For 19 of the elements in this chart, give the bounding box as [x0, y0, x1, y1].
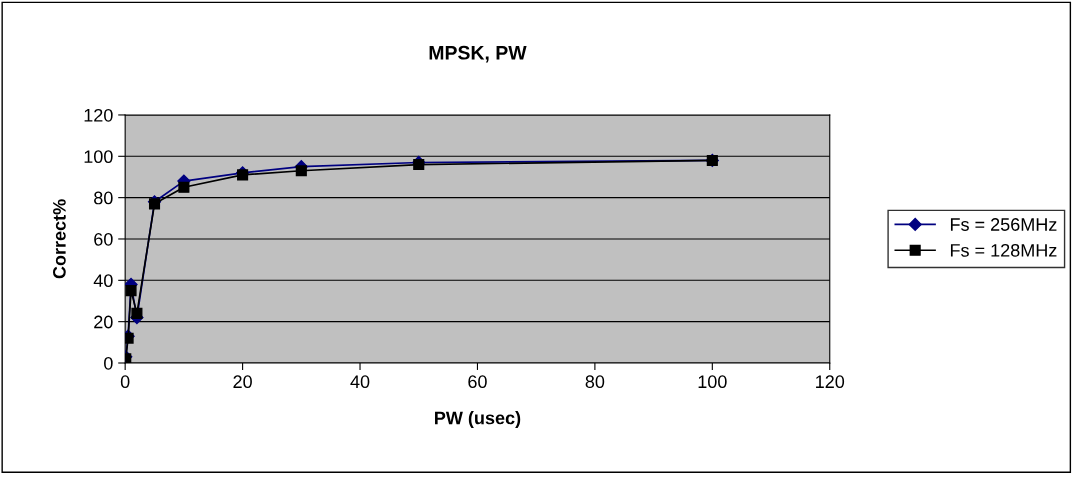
legend-label: Fs = 128MHz — [950, 243, 1057, 257]
y-tick-label: 60 — [94, 232, 113, 246]
y-tick-label: 40 — [93, 274, 113, 288]
x-tick-label: 40 — [350, 375, 370, 389]
x-tick-label: 80 — [585, 375, 605, 389]
y-axis-title: Correct% — [52, 199, 66, 279]
y-tick-label: 100 — [84, 150, 113, 164]
x-tick-label: 0 — [120, 375, 130, 389]
x-axis-title: PW (usec) — [435, 411, 521, 428]
y-tick-label: 120 — [84, 108, 113, 122]
x-tick-label: 20 — [233, 375, 252, 389]
y-tick-label: 20 — [94, 315, 113, 329]
y-tick-label: 80 — [94, 191, 113, 205]
chart-title: MPSK, PW — [429, 45, 527, 63]
x-tick-label: 100 — [698, 375, 727, 389]
legend-label: Fs = 256MHz — [950, 218, 1057, 231]
x-tick-label: 120 — [816, 375, 845, 389]
y-tick-label: 0 — [104, 356, 113, 370]
x-tick-label: 60 — [468, 375, 487, 389]
